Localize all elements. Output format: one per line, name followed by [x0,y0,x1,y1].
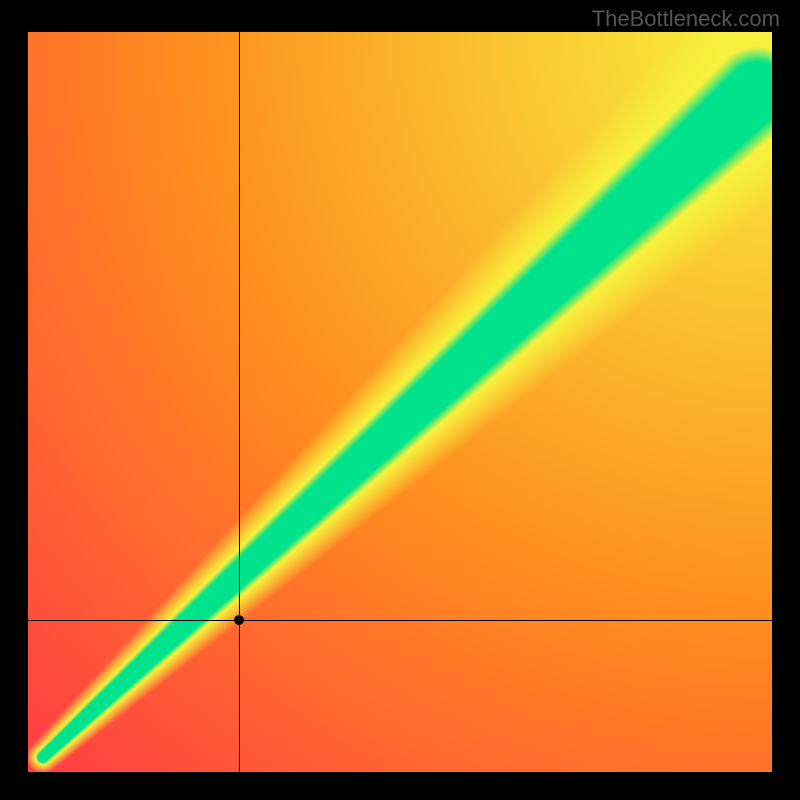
crosshair-horizontal [28,620,772,621]
crosshair-vertical [239,32,240,772]
marker-dot [234,615,244,625]
heatmap-canvas [28,32,772,772]
heatmap-plot [28,32,772,772]
watermark-text: TheBottleneck.com [592,6,780,32]
